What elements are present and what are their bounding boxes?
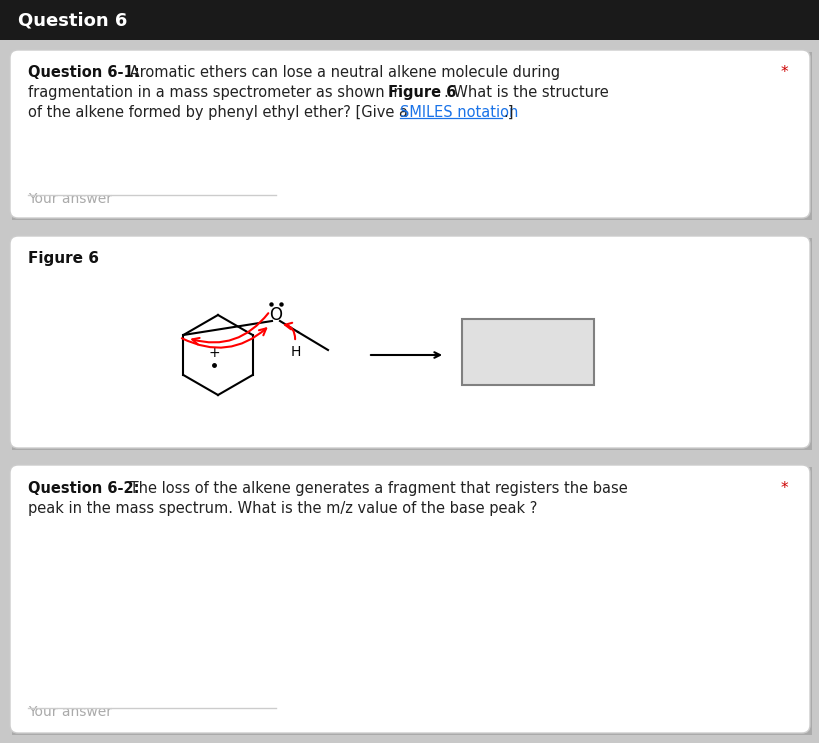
Text: The loss of the alkene generates a fragment that registers the base: The loss of the alkene generates a fragm… — [124, 481, 627, 496]
Text: peak in the mass spectrum. What is the m/z value of the base peak ?: peak in the mass spectrum. What is the m… — [28, 501, 536, 516]
Text: +: + — [208, 346, 219, 360]
Text: of the alkene formed by phenyl ethyl ether? [Give a: of the alkene formed by phenyl ethyl eth… — [28, 105, 412, 120]
Text: Question 6: Question 6 — [18, 11, 127, 29]
FancyBboxPatch shape — [10, 236, 809, 448]
Text: Aromatic ethers can lose a neutral alkene molecule during: Aromatic ethers can lose a neutral alken… — [124, 65, 559, 80]
Bar — [12, 238, 811, 450]
Text: Question 6-2:: Question 6-2: — [28, 481, 139, 496]
Text: H: H — [291, 345, 301, 359]
Bar — [12, 52, 811, 220]
Text: *: * — [780, 481, 787, 496]
Text: Your answer: Your answer — [28, 705, 112, 719]
Text: . What is the structure: . What is the structure — [443, 85, 608, 100]
Text: O: O — [269, 306, 283, 324]
FancyArrowPatch shape — [182, 328, 266, 348]
Bar — [461, 319, 593, 385]
Text: *: * — [780, 65, 787, 80]
FancyArrowPatch shape — [285, 322, 295, 340]
Text: .]: .] — [502, 105, 513, 120]
Bar — [12, 467, 811, 735]
Text: Figure 6: Figure 6 — [387, 85, 456, 100]
Text: SMILES notation: SMILES notation — [400, 105, 518, 120]
Bar — [0, 0, 819, 40]
Text: fragmentation in a mass spectrometer as shown in: fragmentation in a mass spectrometer as … — [28, 85, 407, 100]
Text: Question 6-1:: Question 6-1: — [28, 65, 139, 80]
Text: Figure 6: Figure 6 — [28, 251, 99, 266]
Text: Your answer: Your answer — [28, 192, 112, 206]
FancyBboxPatch shape — [10, 465, 809, 733]
FancyArrowPatch shape — [192, 314, 268, 345]
FancyBboxPatch shape — [10, 50, 809, 218]
